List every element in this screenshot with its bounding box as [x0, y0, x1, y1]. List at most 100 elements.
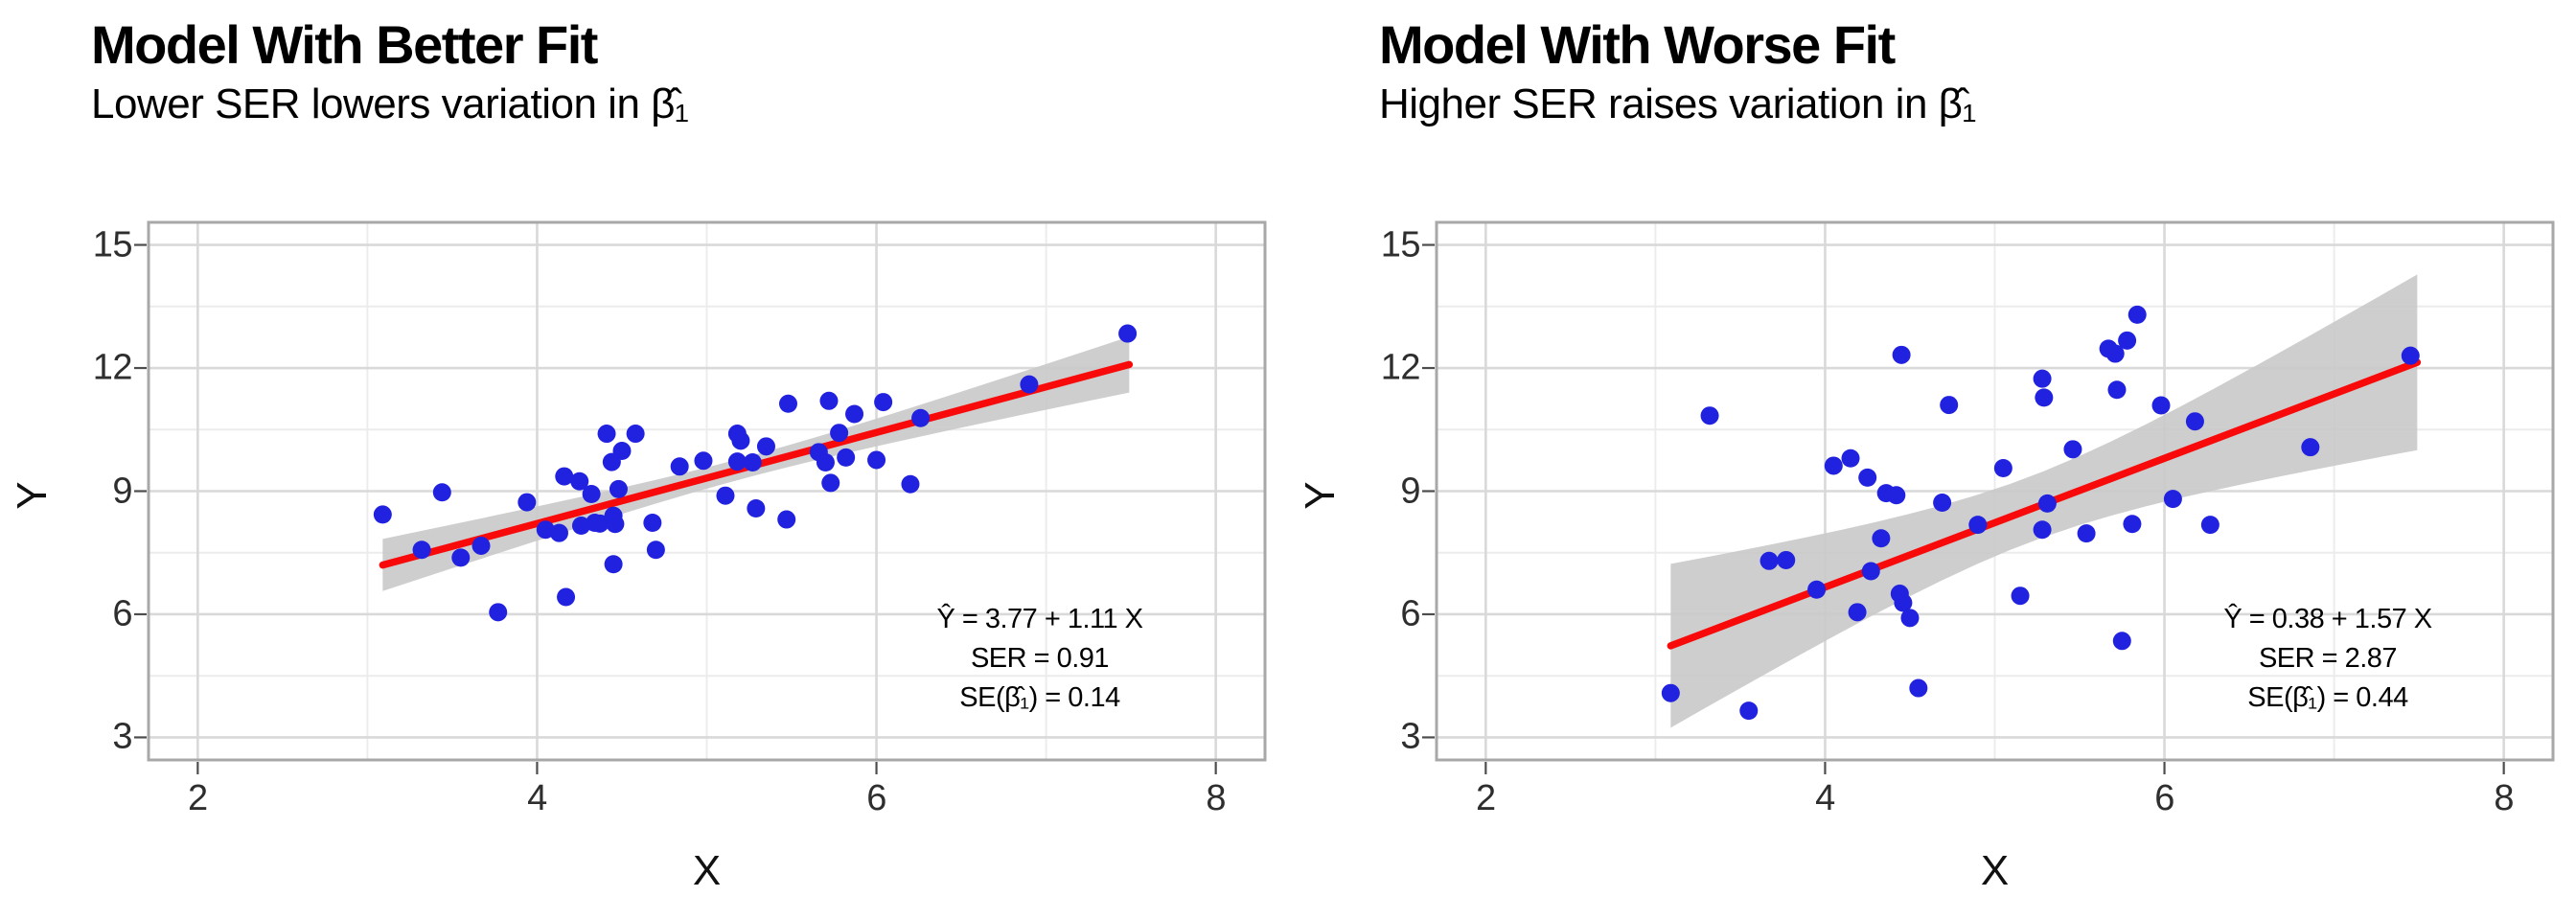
data-point [911, 408, 931, 427]
data-point [451, 548, 471, 567]
data-point [2037, 494, 2057, 513]
data-point [1739, 702, 1759, 721]
annotation-line-equation: Ŷ = 0.38 + 1.57 X [2223, 604, 2432, 634]
panel-better-fit: Model With Better Fit Lower SER lowers v… [9, 14, 1267, 894]
data-point [2123, 515, 2142, 534]
data-point [646, 540, 665, 560]
panel-border [1435, 220, 2555, 762]
data-point [2185, 412, 2204, 431]
y-tick-label: 15 [1380, 224, 1421, 265]
data-point [571, 516, 590, 535]
data-point [837, 448, 856, 467]
y-tick-label: 15 [92, 224, 133, 265]
data-point [582, 484, 601, 503]
data-point [2077, 524, 2096, 543]
data-point [555, 467, 574, 486]
data-point [694, 451, 713, 471]
data-point [373, 505, 392, 524]
data-point [1777, 550, 1796, 569]
annotation-line-se-b1: SE(β̂₁) = 0.14 [959, 682, 1120, 713]
data-point [670, 457, 689, 476]
data-point [716, 486, 735, 505]
data-point [549, 523, 568, 542]
axis-ticks [134, 243, 1217, 774]
plot-svg [134, 220, 1267, 774]
data-point [1858, 468, 1877, 487]
data-point [1900, 609, 1920, 628]
annotation-line-ser: SER = 0.91 [970, 643, 1110, 674]
annotation-line-equation: Ŷ = 3.77 + 1.11 X [936, 604, 1143, 634]
x-axis-label: X [692, 847, 722, 894]
x-tick-label: 6 [866, 778, 886, 818]
y-tick-label: 9 [1400, 471, 1420, 511]
data-point [821, 473, 840, 493]
data-point [743, 453, 762, 472]
data-point [597, 425, 616, 444]
annotation-line-ser: SER = 2.87 [2258, 643, 2398, 674]
x-tick-label: 6 [2154, 778, 2174, 818]
data-point [472, 536, 491, 555]
x-tick-label: 4 [1815, 778, 1835, 818]
data-point [1968, 516, 1988, 535]
data-point [606, 515, 625, 534]
data-point [777, 510, 796, 529]
data-point [816, 453, 835, 472]
data-point [590, 514, 610, 533]
data-point [1020, 375, 1039, 394]
data-point [2151, 396, 2171, 415]
chart-title: Model With Worse Fit [1379, 14, 1896, 75]
data-point [518, 493, 537, 512]
chart-subtitle: Lower SER lowers variation in β̂₁ [91, 80, 689, 127]
data-point [570, 472, 589, 491]
axis-ticks [1422, 243, 2505, 774]
data-point [2128, 305, 2147, 324]
data-point [778, 394, 797, 413]
data-point [727, 452, 747, 472]
data-point [2107, 380, 2127, 400]
data-point [1894, 593, 1913, 612]
data-point [1807, 580, 1827, 599]
data-point [756, 437, 775, 456]
data-point [1887, 486, 1906, 505]
data-point [901, 474, 920, 494]
data-point [2063, 440, 2082, 459]
y-tick-label: 3 [1400, 716, 1420, 757]
annotation-line-se-b1: SE(β̂₁) = 0.44 [2247, 682, 2408, 713]
data-point [536, 520, 555, 540]
panel-border [147, 220, 1267, 762]
data-point [1993, 459, 2012, 478]
data-point [2112, 632, 2131, 651]
data-point [626, 425, 645, 444]
data-point [1872, 529, 1891, 548]
x-tick-label: 8 [1206, 778, 1226, 818]
data-point [2033, 369, 2052, 388]
data-point [1940, 396, 1959, 415]
data-point [830, 424, 849, 443]
y-tick-label: 9 [112, 471, 132, 511]
y-tick-label: 6 [112, 593, 132, 634]
data-point [602, 452, 621, 472]
data-point [1909, 678, 1928, 698]
data-point [1848, 603, 1867, 622]
x-tick-label: 8 [2494, 778, 2514, 818]
data-point [557, 587, 576, 607]
data-point [1861, 562, 1880, 581]
y-tick-label: 12 [1380, 347, 1421, 388]
y-tick-label: 12 [92, 347, 133, 388]
data-point [604, 555, 623, 574]
data-point [819, 391, 839, 410]
data-point [2033, 520, 2052, 540]
data-point [1892, 345, 1911, 364]
data-points [1661, 305, 2420, 721]
x-tick-label: 4 [527, 778, 547, 818]
data-point [1824, 456, 1843, 475]
data-point [1661, 683, 1680, 702]
data-point [1118, 324, 1138, 343]
data-point [2105, 344, 2125, 363]
data-point [731, 431, 750, 450]
data-point [1841, 448, 1860, 468]
data-point [489, 603, 508, 622]
data-point [643, 513, 662, 532]
data-point [1700, 406, 1719, 426]
